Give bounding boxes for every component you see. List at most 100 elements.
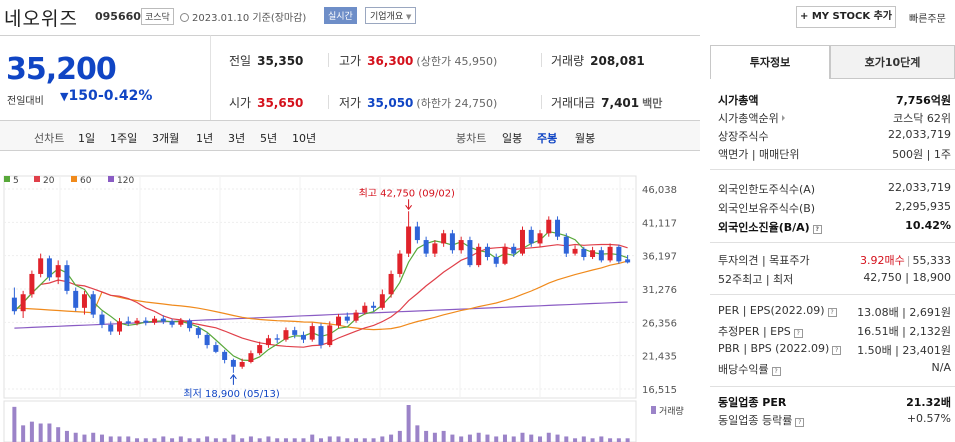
candle-body (117, 321, 123, 332)
tab-3m[interactable]: 3개월 (152, 132, 180, 145)
foreign-row: 외국인한도주식수(A) 22,033,719 (718, 181, 951, 196)
candle-body (169, 321, 175, 325)
tab-investment-info[interactable]: 투자정보 (710, 45, 830, 79)
tab-1w[interactable]: 1주일 (110, 132, 138, 145)
legend-swatch (4, 176, 10, 182)
sector-per-row: 동일업종 PER 21.32배 (718, 396, 951, 409)
quote-info-grid: 전일 35,350 고가 36,300 (상한가 45,950) 거래량 208,081… (210, 35, 700, 120)
volume-bar (608, 438, 613, 442)
candle-body (38, 258, 44, 274)
volume-bar (64, 430, 69, 442)
candle-body (572, 248, 578, 254)
info-icon[interactable]: ? (812, 225, 822, 234)
y-tick-label: 46,038 (642, 185, 677, 196)
volume: 거래량 208,081 (551, 54, 645, 68)
candle-body (528, 229, 534, 244)
y-tick-label: 31,276 (642, 285, 677, 296)
candle-body (29, 273, 35, 295)
chevron-down-icon: ▼ (406, 13, 412, 21)
candle-body (607, 246, 613, 261)
market-badge: 코스닥 (141, 8, 174, 25)
volume-bar (275, 438, 280, 442)
tab-10y[interactable]: 10년 (292, 132, 317, 145)
legend-label: 120 (117, 176, 134, 186)
company-overview-dropdown[interactable]: 기업개요 ▼ (365, 7, 417, 24)
stock-code: 095660 (95, 10, 141, 23)
info-icon[interactable]: ? (771, 367, 781, 376)
quick-order-link[interactable]: 빠른주문 (909, 14, 946, 25)
candle-body (152, 318, 158, 323)
candle-body (134, 320, 140, 324)
volume-bar (599, 436, 604, 442)
volume-bar (546, 432, 551, 442)
volume-bar (573, 438, 578, 442)
chart-period-tabs: 선차트 1일 1주일 3개월 1년 3년 5년 10년 봉차트 일봉 주봉 월봉 (0, 120, 700, 151)
valuation-row: 추정PER | EPS? 16.51배 | 2,132원 (718, 325, 951, 338)
candle-body (300, 334, 306, 340)
candle-body (81, 294, 87, 308)
volume-bar (205, 436, 210, 442)
candle-body (555, 219, 561, 237)
add-my-stock-button[interactable]: + MY STOCK 추가 (796, 6, 896, 28)
low-arrow-head (229, 374, 237, 380)
info-icon[interactable]: ? (827, 308, 837, 317)
candle-body (563, 236, 569, 254)
volume-bar (257, 438, 262, 442)
base-date: 2023.01.10 기준(장마감) (180, 9, 306, 24)
volume-bar (625, 438, 630, 442)
realtime-button[interactable]: 실시간 (324, 7, 357, 24)
info-row: 시가총액순위 코스닥 62위 (718, 112, 951, 125)
volume-bar (520, 432, 525, 442)
volume-bar (371, 438, 376, 442)
volume-bar (12, 406, 17, 442)
tab-3y[interactable]: 3년 (228, 132, 246, 145)
volume-bar (292, 438, 297, 442)
candle-body (213, 345, 219, 352)
info-icon[interactable]: ? (832, 346, 842, 355)
y-tick-label: 41,117 (642, 218, 677, 229)
volume-bar (502, 434, 507, 442)
candle-body (414, 226, 420, 241)
candle-body (90, 294, 96, 315)
volume-bar (213, 438, 218, 442)
candle-body (11, 297, 17, 312)
candle-body (441, 233, 447, 244)
y-tick-label: 36,197 (642, 252, 677, 263)
volume-bar (310, 434, 315, 442)
volume-bar (362, 438, 367, 442)
price-chart: 46,038 41,117 36,197 31,276 26,356 21,435 16,5… (3, 175, 684, 442)
tab-1d[interactable]: 1일 (78, 132, 96, 145)
candle-body (336, 316, 342, 326)
tab-weekly[interactable]: 주봉 (537, 132, 558, 145)
volume-bar (406, 405, 411, 442)
valuation-row: PBR | BPS (2022.09)? 1.50배 | 23,401원 (718, 342, 951, 357)
tab-1y[interactable]: 1년 (196, 132, 214, 145)
candle-body (432, 243, 438, 254)
volume-bar (564, 436, 569, 442)
volume-bar (21, 425, 26, 442)
candle-body (423, 240, 429, 254)
info-icon[interactable]: ? (793, 329, 803, 338)
volume-bar (161, 436, 166, 442)
volume-bar (187, 438, 192, 442)
candle-body (257, 345, 263, 354)
candle-body (73, 290, 79, 308)
investment-info-panel: 투자정보 호가10단계 시가총액 7,756억원 시가총액순위 코스닥 62위 상장주식… (710, 45, 955, 442)
tab-5y[interactable]: 5년 (260, 132, 278, 145)
volume-bar (126, 436, 131, 442)
candle-body (519, 229, 525, 254)
candle-body (406, 226, 412, 254)
high-annotation: 최고 42,750 (09/02) (359, 187, 455, 199)
info-icon[interactable]: ? (795, 418, 805, 427)
legend-swatch (108, 176, 114, 182)
tab-quote-10[interactable]: 호가10단계 (830, 45, 955, 79)
legend-label: 5 (13, 176, 19, 186)
tab-monthly[interactable]: 월봉 (575, 132, 596, 145)
tab-daily[interactable]: 일봉 (502, 132, 523, 145)
price-change: ▼150 (60, 88, 98, 104)
candle-body (108, 324, 114, 332)
volume-bar (467, 434, 472, 442)
volume-bar (555, 434, 560, 442)
candle-body (20, 294, 26, 312)
low-annotation: 최저 18,900 (05/13) (183, 388, 279, 400)
